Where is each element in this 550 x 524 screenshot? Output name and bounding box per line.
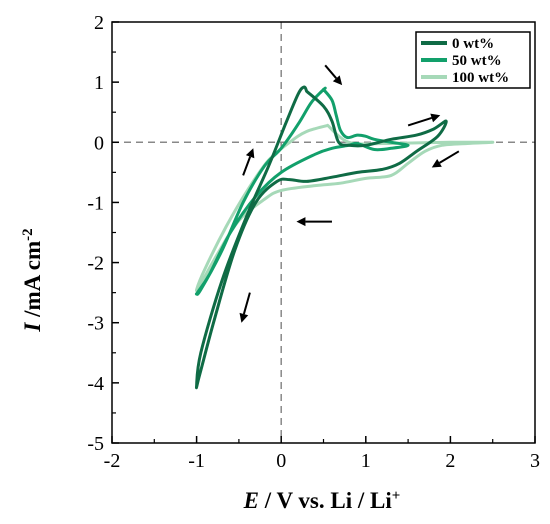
- x-axis-symbol: E: [243, 488, 259, 513]
- x-tick-label: 2: [445, 450, 455, 472]
- legend-label: 50 wt%: [452, 53, 502, 69]
- y-tick-label: -3: [87, 313, 104, 335]
- series-line-2: [194, 123, 495, 293]
- x-tick-label: 3: [530, 450, 540, 472]
- arrow-up-left: [242, 148, 255, 176]
- arrow-top: [324, 64, 343, 86]
- series-line-0: [194, 85, 448, 390]
- y-tick-label: 0: [94, 132, 104, 154]
- arrow-down-left: [239, 292, 251, 323]
- arrow-right: [431, 150, 460, 168]
- legend: 0 wt%50 wt%100 wt%: [415, 31, 531, 89]
- y-axis-symbol: I: [20, 322, 45, 333]
- legend-entries: 0 wt%50 wt%100 wt%: [421, 36, 509, 86]
- x-tick-label: -2: [104, 450, 121, 472]
- series-layer: [194, 85, 495, 390]
- legend-label: 100 wt%: [452, 70, 509, 86]
- x-tick-label: 0: [276, 450, 286, 472]
- ticks-layer: [111, 21, 536, 444]
- arrow-upper-right: [407, 113, 441, 127]
- y-axis-unit: /mA cm: [20, 241, 45, 323]
- y-axis-sup: -2: [20, 228, 36, 241]
- series-line-1: [194, 86, 410, 296]
- arrow-middle: [296, 217, 332, 227]
- arrow-layer: [239, 64, 460, 323]
- y-tick-label: 2: [94, 12, 104, 34]
- x-axis-sup: +: [392, 488, 401, 504]
- y-tick-label: 1: [94, 72, 104, 94]
- x-axis-title: E / V vs. Li / Li+: [243, 488, 401, 513]
- x-tick-label: 1: [361, 450, 371, 472]
- y-tick-label: -4: [87, 373, 104, 395]
- legend-label: 0 wt%: [452, 36, 494, 52]
- y-tick-label: -5: [87, 433, 104, 455]
- x-tick-label: -1: [188, 450, 205, 472]
- y-tick-label: -1: [87, 192, 104, 214]
- x-axis-unit: / V vs. Li / Li: [259, 488, 392, 513]
- y-tick-label: -2: [87, 253, 104, 275]
- tick-labels: -2 -1 0 1 2 3 2 1 0 -1 -2 -3 -4 -5: [87, 12, 540, 472]
- y-axis-title: I /mA cm-2: [20, 228, 45, 332]
